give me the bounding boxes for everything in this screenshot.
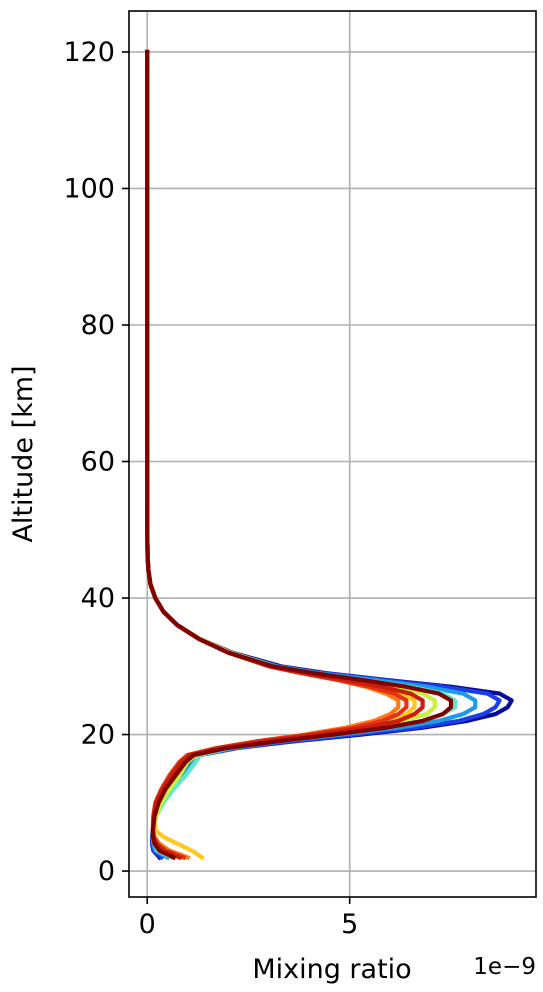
series-line-10 bbox=[145, 49, 454, 861]
x-tick-label: 0 bbox=[139, 909, 156, 940]
plot-series bbox=[145, 49, 514, 861]
grid-lines bbox=[129, 11, 536, 897]
plot-frame bbox=[128, 10, 537, 898]
y-axis-ticks: 0 20 40 60 80 100 120 bbox=[63, 37, 129, 887]
y-tick-label: 80 bbox=[81, 310, 115, 341]
x-axis-label: Mixing ratio bbox=[252, 954, 411, 985]
y-tick-label: 20 bbox=[81, 720, 115, 751]
y-axis-label: Altitude [km] bbox=[8, 365, 39, 542]
y-tick-label: 0 bbox=[98, 856, 115, 887]
y-tick-label: 40 bbox=[81, 583, 115, 614]
x-axis-offset-label: 1e−9 bbox=[473, 954, 536, 980]
y-tick-label: 120 bbox=[63, 37, 115, 68]
y-tick-label: 100 bbox=[63, 173, 115, 204]
x-tick-label: 5 bbox=[341, 909, 358, 940]
y-tick-label: 60 bbox=[81, 447, 115, 478]
